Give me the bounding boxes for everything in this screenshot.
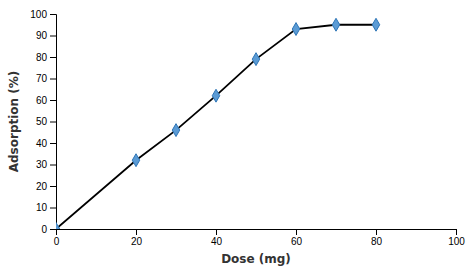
x-tick-label: 60	[291, 236, 303, 247]
y-tick-mark	[50, 186, 56, 187]
y-tick-mark	[50, 122, 56, 123]
y-tick-label: 0	[41, 224, 47, 235]
line	[56, 25, 376, 229]
point	[132, 154, 139, 167]
y-tick-mark	[50, 79, 56, 80]
y-tick-mark	[50, 143, 56, 144]
x-axis: 0 20 40 60 80 100	[54, 229, 466, 247]
chart: 0 20 40 60 80 100 0 10 20 30 40 50 60 70 80 90 100 Dose (…	[0, 0, 474, 271]
x-tick-mark	[296, 229, 297, 235]
x-tick-label: 100	[448, 236, 465, 247]
point	[172, 124, 179, 137]
y-tick-label: 90	[36, 30, 48, 41]
y-tick: 90	[36, 30, 56, 41]
y-tick: 10	[36, 202, 56, 213]
y-tick-mark	[50, 57, 56, 58]
x-tick-label: 40	[211, 236, 223, 247]
point	[372, 18, 379, 31]
y-tick: 60	[36, 95, 56, 106]
x-tick-label: 80	[371, 236, 383, 247]
y-tick-label: 40	[36, 138, 48, 149]
y-tick-mark	[50, 36, 56, 37]
x-tick: 40	[211, 229, 223, 247]
y-tick: 40	[36, 138, 56, 149]
y-tick-label: 20	[36, 181, 48, 192]
series	[56, 18, 380, 229]
x-tick-label: 0	[54, 236, 60, 247]
x-tick-mark	[136, 229, 137, 235]
y-tick-mark	[50, 100, 56, 101]
x-tick: 20	[131, 229, 143, 247]
y-axis-line	[50, 15, 57, 230]
y-tick-label: 10	[36, 202, 48, 213]
plot: 0 20 40 60 80 100 0 10 20 30 40 50 60 70 80 90 100	[30, 9, 465, 247]
y-tick: 20	[36, 181, 56, 192]
y-tick-mark	[50, 208, 56, 209]
x-axis-line	[57, 230, 457, 236]
y-tick: 30	[36, 159, 56, 170]
y-tick: 0	[41, 224, 56, 235]
point	[292, 23, 299, 36]
y-tick-mark	[50, 14, 56, 15]
y-tick-label: 100	[30, 9, 47, 20]
y-tick-label: 80	[36, 52, 48, 63]
x-tick: 100	[448, 229, 465, 247]
y-tick: 100	[30, 9, 56, 20]
x-tick: 0	[54, 229, 60, 247]
point	[252, 53, 259, 66]
x-tick-label: 20	[131, 236, 143, 247]
x-tick-mark	[376, 229, 377, 235]
point	[212, 89, 219, 102]
y-tick: 50	[36, 116, 56, 127]
x-axis-title: Dose (mg)	[221, 252, 291, 266]
x-tick: 60	[291, 229, 303, 247]
y-axis: 0 10 20 30 40 50 60 70 80 90 100	[30, 9, 56, 235]
y-axis-title: Adsorption (%)	[7, 71, 21, 173]
x-tick-mark	[216, 229, 217, 235]
point	[56, 223, 60, 229]
y-tick: 80	[36, 52, 56, 63]
y-tick-label: 70	[36, 73, 48, 84]
y-tick-label: 60	[36, 95, 48, 106]
y-tick-label: 50	[36, 116, 48, 127]
y-tick-mark	[50, 165, 56, 166]
y-tick-label: 30	[36, 159, 48, 170]
x-tick-mark	[456, 229, 457, 235]
y-tick: 70	[36, 73, 56, 84]
x-tick: 80	[371, 229, 383, 247]
point	[332, 18, 339, 31]
y-tick-mark	[50, 229, 56, 230]
